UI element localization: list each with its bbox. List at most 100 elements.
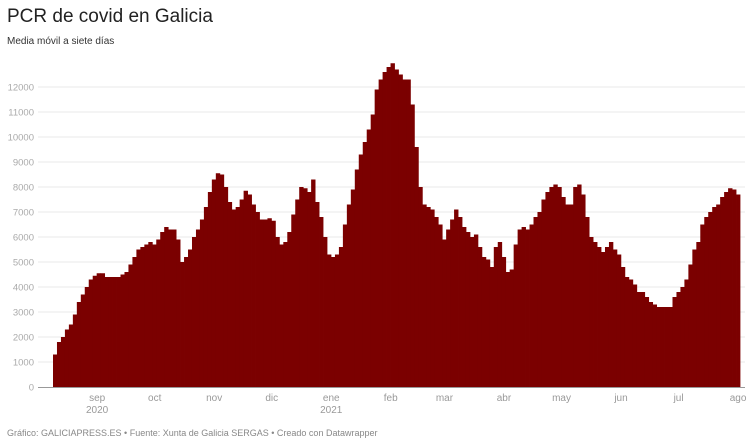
bar bbox=[612, 249, 618, 387]
bar bbox=[450, 219, 455, 387]
bar bbox=[561, 197, 566, 387]
bar bbox=[601, 252, 606, 387]
bar bbox=[632, 284, 638, 387]
bar bbox=[462, 227, 467, 387]
bar bbox=[442, 239, 447, 387]
bar bbox=[672, 297, 677, 387]
bar bbox=[358, 154, 364, 387]
bar bbox=[140, 247, 145, 387]
chart-footer: Gráfico: GALICIAPRESS.ES • Fuente: Xunta… bbox=[7, 428, 378, 438]
bar bbox=[549, 187, 554, 387]
bar bbox=[501, 257, 507, 387]
bar bbox=[477, 247, 483, 387]
bar bbox=[624, 277, 630, 387]
bar bbox=[207, 192, 213, 387]
bar bbox=[458, 217, 463, 387]
bar bbox=[327, 254, 332, 387]
bar bbox=[716, 204, 721, 387]
bar bbox=[684, 279, 689, 387]
bar bbox=[668, 307, 673, 387]
bar bbox=[708, 212, 713, 387]
bar bbox=[176, 239, 181, 387]
bar bbox=[279, 244, 284, 387]
bar bbox=[108, 277, 113, 387]
x-tick-label: jul bbox=[673, 393, 684, 404]
bar bbox=[350, 189, 356, 387]
bar bbox=[92, 275, 98, 387]
bar bbox=[144, 244, 149, 387]
x-tick-label: jun bbox=[613, 393, 627, 404]
x-tick-label: abr bbox=[497, 393, 512, 404]
bar bbox=[493, 247, 499, 387]
bar bbox=[156, 239, 161, 387]
bar bbox=[64, 329, 70, 387]
bar-chart: 0 1000 2000 3000 4000 5000 6000 7000 8000 9000 100… bbox=[8, 63, 747, 416]
bar bbox=[172, 229, 177, 387]
bar bbox=[704, 217, 709, 387]
bar bbox=[215, 173, 221, 387]
bar bbox=[80, 294, 86, 387]
bar bbox=[319, 217, 324, 387]
x-tick-year: 2021 bbox=[320, 405, 343, 416]
bar bbox=[191, 237, 197, 387]
bar bbox=[378, 79, 383, 387]
bar bbox=[438, 224, 443, 387]
bar bbox=[223, 187, 229, 387]
bar bbox=[418, 187, 423, 387]
bar bbox=[541, 199, 546, 387]
bar bbox=[497, 242, 503, 387]
bar bbox=[644, 297, 650, 387]
bar bbox=[517, 229, 522, 387]
bar bbox=[398, 74, 403, 387]
bar bbox=[338, 247, 344, 387]
bar bbox=[132, 257, 137, 387]
bar bbox=[573, 187, 578, 387]
bar bbox=[529, 224, 534, 387]
bar bbox=[243, 190, 248, 387]
bar bbox=[100, 273, 106, 387]
bar bbox=[469, 237, 475, 387]
bar bbox=[323, 237, 328, 387]
bar bbox=[84, 287, 90, 387]
x-tick-label: sep bbox=[89, 393, 106, 404]
bar bbox=[267, 218, 272, 387]
bar bbox=[287, 232, 292, 387]
bar bbox=[128, 264, 133, 387]
bar bbox=[426, 207, 431, 387]
bar bbox=[362, 142, 368, 387]
x-tick-label: feb bbox=[384, 393, 398, 404]
bar bbox=[553, 184, 558, 387]
bar bbox=[712, 207, 717, 387]
bar bbox=[616, 254, 622, 387]
bar bbox=[160, 232, 165, 387]
bar bbox=[271, 220, 276, 387]
bar bbox=[446, 229, 451, 387]
bar bbox=[164, 227, 169, 387]
bar bbox=[120, 274, 125, 387]
bar bbox=[680, 287, 685, 387]
bar bbox=[124, 272, 129, 387]
bar bbox=[370, 114, 376, 387]
bar bbox=[184, 257, 189, 387]
bar bbox=[136, 249, 141, 387]
bar bbox=[346, 204, 352, 387]
bar bbox=[354, 169, 360, 387]
bar bbox=[386, 67, 391, 387]
bar bbox=[76, 302, 82, 387]
bar bbox=[736, 194, 741, 387]
bar bbox=[505, 272, 511, 387]
bar bbox=[521, 227, 526, 387]
bar bbox=[569, 204, 574, 387]
bar bbox=[557, 187, 562, 387]
bar bbox=[247, 194, 252, 387]
bar bbox=[593, 242, 598, 387]
bar bbox=[620, 267, 626, 387]
bar bbox=[636, 292, 642, 387]
bar bbox=[239, 199, 245, 387]
y-tick-label: 9000 bbox=[13, 158, 34, 169]
bar bbox=[597, 247, 602, 387]
bar bbox=[311, 179, 316, 387]
bar bbox=[188, 249, 193, 387]
bar bbox=[88, 279, 94, 387]
bar bbox=[434, 217, 439, 387]
